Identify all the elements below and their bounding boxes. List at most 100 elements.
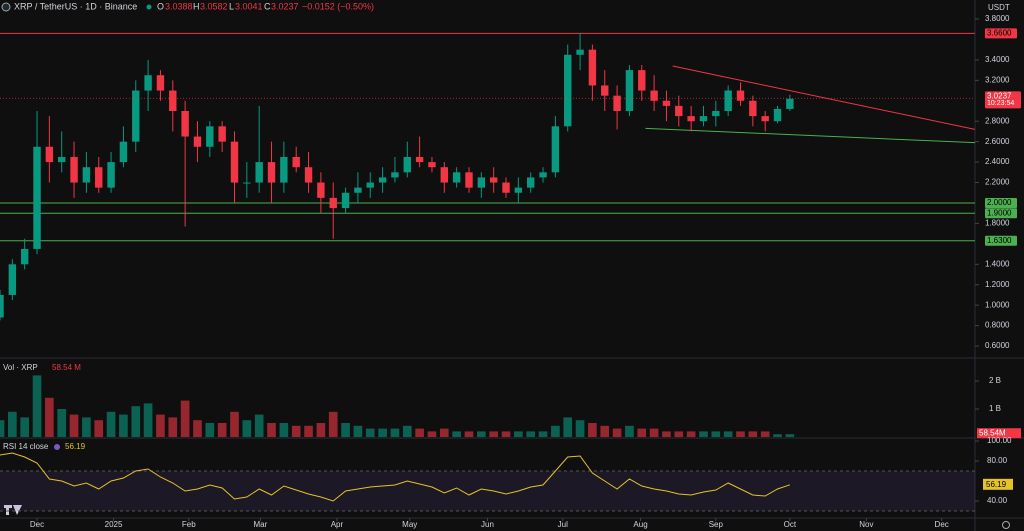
volume-bar xyxy=(452,431,461,437)
volume-bar xyxy=(8,411,17,437)
volume-bar xyxy=(625,425,634,437)
candle-body xyxy=(773,108,782,122)
volume-bar xyxy=(131,406,141,437)
candle-body xyxy=(292,156,300,168)
volume-bar xyxy=(230,411,239,437)
candle-body xyxy=(280,156,288,183)
level-label-bg xyxy=(985,235,1017,246)
candle-body xyxy=(786,98,794,109)
candle-body xyxy=(45,146,54,163)
candle-body xyxy=(82,167,91,183)
currency[interactable]: USDT xyxy=(988,3,1010,12)
candle-body xyxy=(465,172,473,188)
candle-body xyxy=(169,90,177,111)
level-label-bg xyxy=(985,208,1017,219)
candle-body xyxy=(107,162,115,188)
candle-body xyxy=(736,90,745,101)
candle-body xyxy=(551,126,560,173)
volume-last-bg xyxy=(977,428,1021,439)
candle-body xyxy=(255,162,263,183)
candle-body xyxy=(724,90,732,111)
volume-bar xyxy=(785,434,795,437)
volume-last-label: 58.54M xyxy=(979,428,1006,437)
x-tick-label: Dec xyxy=(30,520,44,529)
x-tick-label: Jun xyxy=(481,520,494,529)
candle-body xyxy=(601,85,609,96)
candle-body xyxy=(502,182,510,193)
candle-body xyxy=(58,156,66,163)
volume-bar xyxy=(699,431,708,437)
volume-bar xyxy=(662,431,671,437)
volume-bar xyxy=(612,428,622,437)
candle-body xyxy=(304,167,313,183)
candle-body xyxy=(415,156,424,163)
candle-body xyxy=(452,172,461,183)
rsi-band xyxy=(0,471,975,511)
y-tick-label: 1.4000 xyxy=(985,259,1010,268)
volume-bar xyxy=(563,417,573,437)
candle-body xyxy=(354,187,362,193)
candle-body xyxy=(95,167,103,188)
rsi-title: RSI 14 close xyxy=(3,442,49,451)
rsi-icon xyxy=(54,444,60,450)
ohlc-label: O xyxy=(157,1,164,11)
tv-logo[interactable] xyxy=(4,505,22,515)
ohlc-label: H xyxy=(193,1,200,11)
candle-body xyxy=(181,110,189,137)
x-tick-label: Apr xyxy=(331,520,344,529)
candle-body xyxy=(403,156,411,173)
candle-body xyxy=(20,248,29,265)
volume-bar xyxy=(316,423,326,437)
last-price-bg xyxy=(985,91,1021,109)
volume-bar xyxy=(575,420,585,437)
y-tick-label: 40.00 xyxy=(987,496,1008,505)
x-tick-label: Sep xyxy=(709,520,724,529)
level-label-bg xyxy=(985,197,1017,208)
volume-bar xyxy=(686,431,696,437)
x-tick-label: Feb xyxy=(182,520,196,529)
volume-bar xyxy=(538,431,548,437)
volume-bar xyxy=(0,420,5,437)
candle-body xyxy=(749,100,757,117)
y-tick-label: 1.8000 xyxy=(985,219,1010,228)
volume-bar xyxy=(119,414,128,437)
symbol-title[interactable]: XRP / TetherUS · 1D · Binance xyxy=(14,1,137,11)
y-tick-label: 0.6000 xyxy=(985,341,1010,350)
volume-bar xyxy=(723,431,733,437)
ohlc-value: 3.0237 xyxy=(271,1,299,11)
level-label: 1.6300 xyxy=(987,236,1012,245)
ohlc-value: 3.0388 xyxy=(165,1,193,11)
volume-bar xyxy=(180,400,190,437)
volume-bar xyxy=(353,425,363,437)
volume-bar xyxy=(45,397,54,437)
candle-body xyxy=(132,90,140,142)
level-label: 3.6600 xyxy=(987,28,1012,37)
candle-body xyxy=(428,162,436,168)
candle-body xyxy=(539,172,547,178)
volume-bar xyxy=(57,409,67,437)
y-tick-label: 2.2000 xyxy=(985,178,1010,187)
y-tick-label: 100.00 xyxy=(987,436,1012,445)
rsi-last: 56.19 xyxy=(65,442,86,451)
volume-bar xyxy=(242,420,252,437)
volume-bar xyxy=(341,423,350,437)
y-tick-label: 1 B xyxy=(989,404,1001,413)
level-label: 1.9000 xyxy=(987,208,1012,217)
volume-bar xyxy=(736,431,745,437)
candle-body xyxy=(712,110,720,117)
x-tick-label: Jul xyxy=(558,520,568,529)
settings-icon[interactable] xyxy=(1002,521,1010,529)
y-tick-label: 3.2000 xyxy=(985,75,1010,84)
volume-bar xyxy=(773,434,782,437)
y-tick-label: 2.6000 xyxy=(985,137,1010,146)
x-tick-label: May xyxy=(402,520,417,529)
market-status xyxy=(146,4,152,10)
volume-bar xyxy=(439,428,449,437)
volume-bar xyxy=(637,428,647,437)
volume-bar xyxy=(267,423,276,437)
candle-body xyxy=(625,70,634,111)
last-price: 3.0237 xyxy=(987,91,1012,100)
trendline xyxy=(672,65,975,130)
